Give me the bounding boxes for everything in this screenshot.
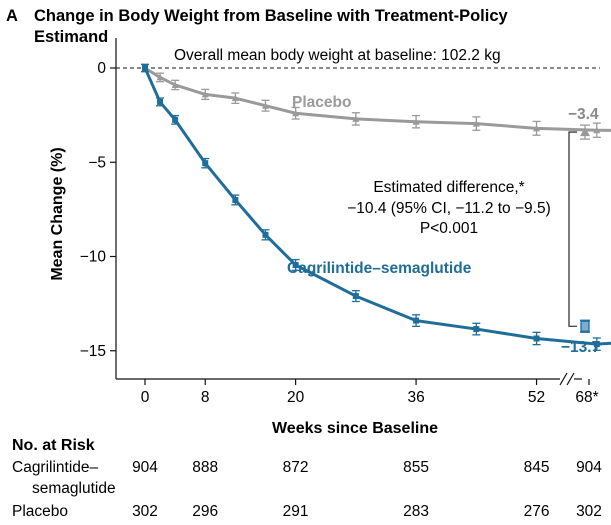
- combo-marker: [142, 65, 148, 71]
- combo-marker: [593, 341, 600, 348]
- combo-final-marker: [580, 320, 590, 332]
- combo-marker: [473, 326, 480, 333]
- combo-data-point: [171, 114, 180, 125]
- combo-data-point: [156, 97, 165, 107]
- risk-values: 9048888728558458379043022962912832762743…: [132, 459, 602, 520]
- placebo-marker: [201, 90, 209, 98]
- y-tick-label: −5: [88, 154, 106, 171]
- x-tick-label: 0: [141, 389, 150, 406]
- combo-marker: [232, 196, 239, 203]
- combo-marker: [262, 231, 269, 238]
- combo-marker: [202, 160, 209, 167]
- risk-value: 855: [403, 459, 429, 476]
- y-tick-label: −10: [80, 249, 107, 266]
- risk-value-final: 302: [576, 503, 602, 520]
- combo-data-point: [231, 194, 240, 206]
- combo-marker: [172, 116, 179, 123]
- difference-annotation-line-1: Estimated difference,*: [373, 179, 524, 196]
- placebo-data-point: [171, 79, 180, 91]
- x-tick-label: 20: [287, 389, 305, 406]
- combo-final-value: −13.7: [561, 339, 600, 356]
- risk-value: 276: [524, 503, 550, 520]
- risk-value: 291: [283, 503, 309, 520]
- y-tick-label: 0: [97, 60, 106, 77]
- combo-marker: [157, 98, 164, 105]
- risk-table-header: No. at Risk: [12, 437, 95, 454]
- risk-row-label-combo-2: semaglutide: [32, 480, 116, 497]
- placebo-data-point: [291, 106, 300, 120]
- risk-value-final: 904: [576, 459, 602, 476]
- risk-value: 283: [403, 503, 429, 520]
- x-tick-label: 52: [528, 389, 545, 406]
- placebo-marker: [231, 94, 239, 102]
- placebo-marker: [533, 124, 541, 132]
- risk-value: 296: [192, 503, 218, 520]
- placebo-marker: [352, 115, 360, 122]
- placebo-marker: [261, 102, 269, 109]
- combo-marker: [292, 261, 299, 268]
- panel-label: A: [6, 7, 18, 25]
- placebo-data-point: [351, 112, 360, 126]
- combo-data-point: [141, 63, 149, 73]
- chart-title-line-2: Estimand: [34, 28, 108, 46]
- combo-data-point: [472, 322, 481, 336]
- risk-value: 872: [283, 459, 309, 476]
- combo-data-point: [592, 337, 601, 351]
- combo-data-point: [532, 331, 541, 346]
- final-values: −3.4 −13.7: [561, 106, 600, 356]
- placebo-marker: [412, 118, 420, 125]
- placebo-marker: [156, 73, 164, 81]
- baseline-note: Overall mean body weight at baseline: 10…: [174, 47, 501, 64]
- combo-data-point: [412, 314, 421, 328]
- placebo-marker: [171, 81, 179, 88]
- placebo-marker: [472, 120, 480, 127]
- difference-annotation-line-3: P<0.001: [420, 220, 478, 237]
- x-tick-label-final: 68*: [575, 389, 598, 406]
- placebo-data-point: [532, 120, 541, 136]
- placebo-final-marker: [580, 127, 590, 137]
- risk-row-label-placebo: Placebo: [12, 503, 68, 520]
- risk-row-label-combo-1: Cagrilintide–: [12, 459, 99, 476]
- ticks: 0−5−10−15082036526868*: [80, 60, 599, 406]
- combo-marker: [352, 293, 359, 300]
- placebo-data-point: [472, 116, 481, 131]
- placebo-data-point: [592, 122, 601, 138]
- combo-marker: [413, 317, 420, 324]
- placebo-data-point: [156, 72, 165, 83]
- placebo-label: Placebo: [292, 94, 351, 111]
- combo-data-point: [201, 157, 210, 169]
- combo-marker: [533, 335, 540, 342]
- risk-value: 904: [132, 459, 158, 476]
- placebo-data-point: [412, 114, 421, 129]
- placebo-marker: [593, 126, 601, 134]
- axis-break-mark: [566, 372, 575, 386]
- placebo-data-point: [261, 99, 270, 112]
- axis-break-mark: [559, 372, 568, 386]
- combo-data-point: [291, 258, 300, 272]
- risk-value: 302: [132, 503, 158, 520]
- combo-data-point: [261, 229, 270, 241]
- y-axis-label: Mean Change (%): [49, 147, 66, 280]
- y-tick-label: −15: [80, 343, 106, 360]
- risk-value: 845: [524, 459, 550, 476]
- difference-annotation-line-2: −10.4 (95% CI, −11.2 to −9.5): [347, 200, 551, 217]
- risk-value: 888: [192, 459, 218, 476]
- placebo-final-value: −3.4: [568, 106, 599, 123]
- placebo-data-point: [231, 92, 240, 105]
- series-layer: [141, 63, 611, 351]
- difference-bracket: [568, 131, 577, 327]
- placebo-marker: [292, 109, 300, 117]
- placebo-series-line: [144, 66, 611, 132]
- x-axis-label: Weeks since Baseline: [272, 420, 438, 437]
- placebo-data-point: [201, 88, 210, 101]
- x-tick-label: 36: [407, 389, 424, 406]
- combo-label: Cagrilintide–semaglutide: [287, 260, 472, 277]
- chart-title-line-1: Change in Body Weight from Baseline with…: [34, 7, 509, 25]
- axes: [115, 38, 582, 386]
- x-tick-label: 8: [201, 389, 210, 406]
- combo-data-point: [351, 290, 360, 303]
